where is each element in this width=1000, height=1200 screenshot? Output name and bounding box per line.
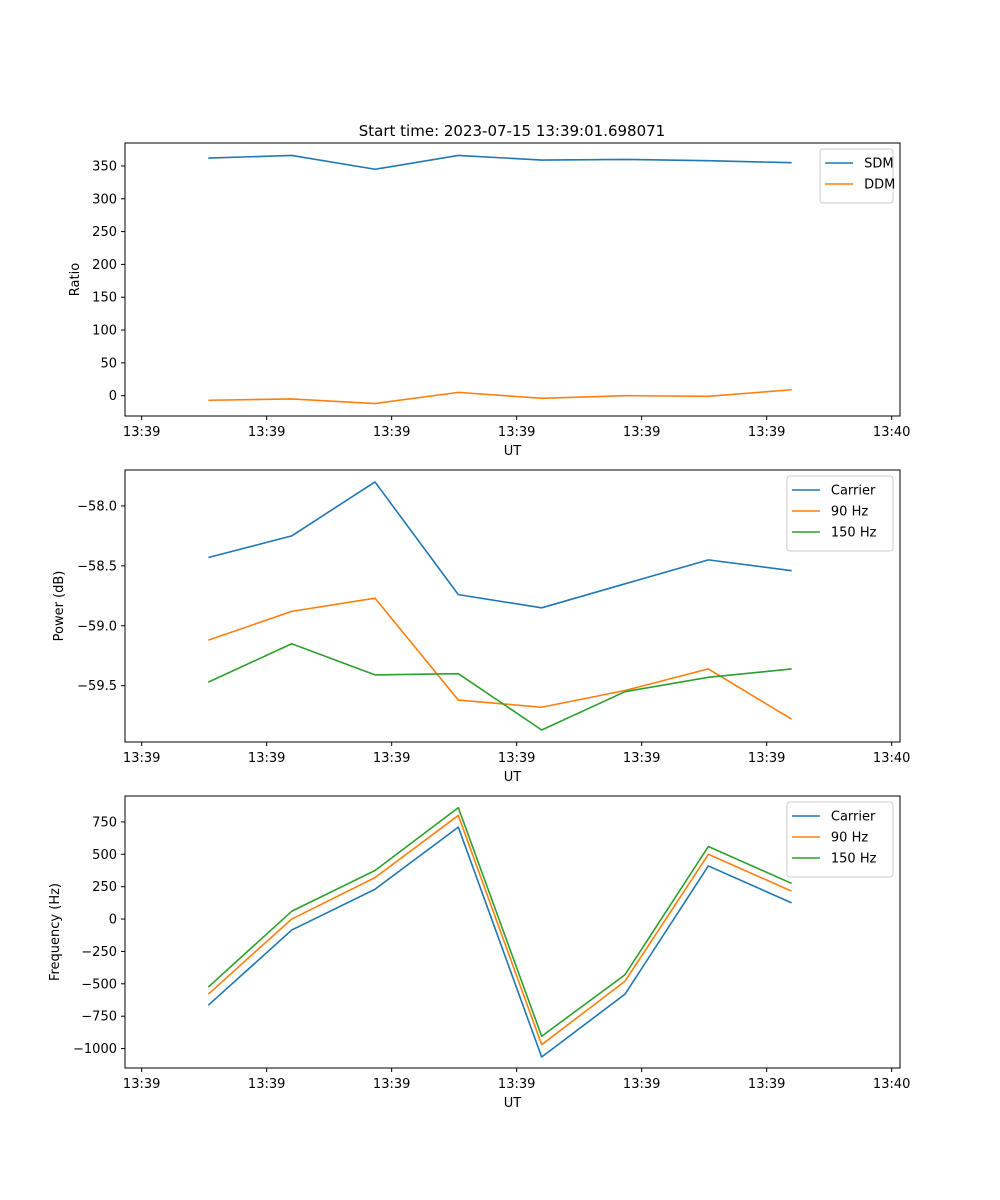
chart-title: Start time: 2023-07-15 13:39:01.698071 bbox=[359, 122, 665, 140]
frequency-x-axis-label: UT bbox=[504, 1096, 522, 1111]
power-y-tick-label: −59.5 bbox=[77, 679, 117, 694]
power-y-tick-label: −59.0 bbox=[77, 619, 117, 634]
power-x-tick-label: 13:39 bbox=[748, 751, 785, 766]
ratio-x-tick-label: 13:39 bbox=[373, 425, 410, 440]
ratio-legend-label-ddm: DDM bbox=[864, 178, 895, 193]
frequency-legend-label-150-hz: 150 Hz bbox=[831, 852, 877, 867]
frequency-x-tick-label: 13:39 bbox=[123, 1077, 160, 1092]
frequency-y-tick-label: −1000 bbox=[73, 1042, 117, 1057]
frequency-legend-label-carrier: Carrier bbox=[831, 810, 876, 825]
power-series-line-150-hz bbox=[207, 642, 792, 731]
ratio-y-tick-label: 350 bbox=[92, 159, 117, 174]
frequency-x-tick-label: 13:39 bbox=[373, 1077, 410, 1092]
ratio-x-tick-label: 13:39 bbox=[623, 425, 660, 440]
power-y-axis-label: Power (dB) bbox=[52, 571, 67, 642]
ratio-y-tick-label: 300 bbox=[92, 192, 117, 207]
power-legend-label-150-hz: 150 Hz bbox=[831, 526, 877, 541]
frequency-y-tick-label: −500 bbox=[81, 977, 117, 992]
frequency-x-tick-label: 13:39 bbox=[748, 1077, 785, 1092]
frequency-y-tick-label: 0 bbox=[109, 913, 117, 928]
ratio-y-axis-label: Ratio bbox=[68, 263, 83, 296]
power-panel: 13:39 13:39 13:39 13:39 13:39 13:39 13:40 −59.5… bbox=[52, 469, 910, 785]
ratio-x-tick-label: 13:39 bbox=[248, 425, 285, 440]
frequency-x-tick-label: 13:39 bbox=[248, 1077, 285, 1092]
ratio-x-tick-label: 13:39 bbox=[748, 425, 785, 440]
power-y-tick-label: −58.0 bbox=[77, 499, 117, 514]
ratio-y-tick-label: 0 bbox=[109, 389, 117, 404]
ratio-x-tick-label: 13:39 bbox=[498, 425, 535, 440]
ratio-legend: SDM DDM bbox=[819, 148, 895, 204]
frequency-legend-label-90-hz: 90 Hz bbox=[831, 831, 868, 846]
ratio-y-tick-label: 50 bbox=[100, 356, 117, 371]
ratio-series-line-sdm bbox=[208, 154, 792, 171]
frequency-y-tick-label: 750 bbox=[92, 815, 117, 830]
frequency-legend: Carrier 90 Hz 150 Hz bbox=[786, 801, 894, 878]
frequency-y-tick-label: 250 bbox=[92, 880, 117, 895]
frequency-y-tick-label: 500 bbox=[92, 848, 117, 863]
ratio-x-axis-label: UT bbox=[504, 444, 522, 459]
power-x-tick-label: 13:39 bbox=[623, 751, 660, 766]
frequency-series-line-90-hz bbox=[207, 814, 792, 1046]
power-x-tick-label: 13:39 bbox=[123, 751, 160, 766]
ratio-x-tick-label: 13:40 bbox=[873, 425, 910, 440]
frequency-y-axis-label: Frequency (Hz) bbox=[48, 883, 63, 981]
frequency-series-line-150-hz bbox=[207, 806, 792, 1038]
ratio-y-tick-label: 100 bbox=[92, 324, 117, 339]
power-legend: Carrier 90 Hz 150 Hz bbox=[786, 475, 894, 552]
power-legend-label-90-hz: 90 Hz bbox=[831, 505, 868, 520]
ratio-panel: 13:39 13:39 13:39 13:39 13:39 13:39 13:40 0 50 10… bbox=[68, 142, 910, 459]
ratio-y-tick-label: 150 bbox=[92, 291, 117, 306]
ratio-series-line-ddm bbox=[208, 388, 792, 405]
frequency-x-tick-label: 13:39 bbox=[498, 1077, 535, 1092]
power-series-line-carrier bbox=[208, 481, 792, 609]
ratio-x-tick-label: 13:39 bbox=[123, 425, 160, 440]
power-y-tick-label: −58.5 bbox=[77, 559, 117, 574]
frequency-panel: 13:39 13:39 13:39 13:39 13:39 13:39 13:40 −1000… bbox=[48, 795, 910, 1111]
power-legend-label-carrier: Carrier bbox=[831, 484, 876, 499]
power-x-tick-label: 13:40 bbox=[873, 751, 910, 766]
frequency-axes-frame bbox=[124, 795, 901, 1069]
ratio-legend-label-sdm: SDM bbox=[864, 157, 893, 172]
power-series-line-90-hz bbox=[208, 597, 793, 720]
frequency-series-line-carrier bbox=[207, 826, 792, 1058]
ratio-y-tick-label: 250 bbox=[92, 225, 117, 240]
ratio-y-tick-label: 200 bbox=[92, 258, 117, 273]
frequency-x-tick-label: 13:39 bbox=[623, 1077, 660, 1092]
power-x-axis-label: UT bbox=[504, 770, 522, 785]
power-x-tick-label: 13:39 bbox=[498, 751, 535, 766]
frequency-y-tick-label: −250 bbox=[81, 945, 117, 960]
frequency-x-tick-label: 13:40 bbox=[873, 1077, 910, 1092]
power-x-tick-label: 13:39 bbox=[248, 751, 285, 766]
power-x-tick-label: 13:39 bbox=[373, 751, 410, 766]
ratio-axes-frame bbox=[124, 142, 901, 417]
power-axes-frame bbox=[124, 469, 901, 743]
frequency-y-tick-label: −750 bbox=[81, 1010, 117, 1025]
